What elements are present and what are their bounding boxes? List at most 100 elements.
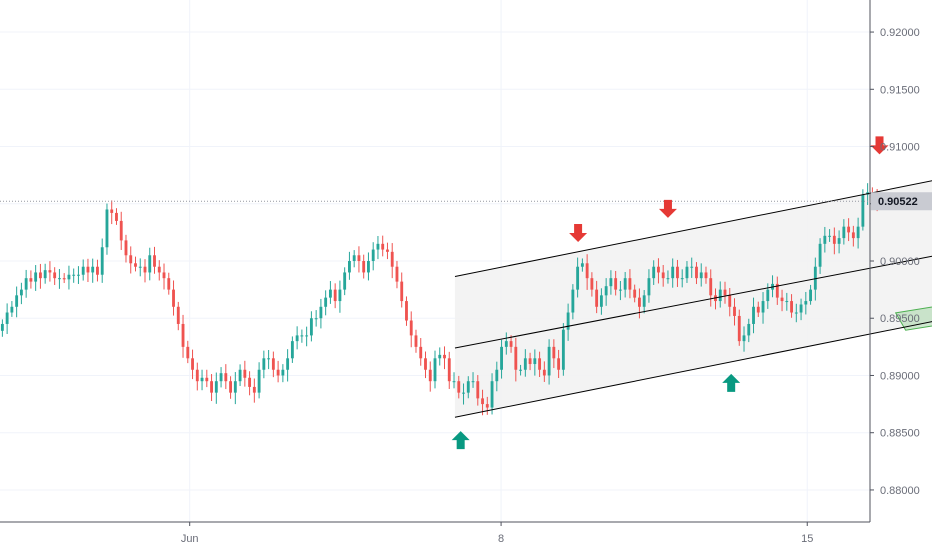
candle-body — [828, 235, 832, 237]
candle-body — [243, 369, 247, 378]
y-axis[interactable]: 0.88000 0.88500 0.89000 0.89500 0.90000 0.905… — [870, 27, 920, 497]
candle — [495, 361, 499, 392]
candle — [514, 337, 518, 382]
candle — [43, 263, 47, 284]
candle — [595, 280, 599, 314]
candle — [110, 200, 114, 225]
candle-body — [799, 304, 803, 313]
candle-body — [219, 373, 223, 382]
candle — [647, 269, 651, 303]
candle-body — [338, 289, 342, 302]
candle-body — [466, 381, 470, 393]
signal-arrows — [451, 136, 889, 450]
candle — [295, 326, 299, 350]
candle-body — [300, 335, 304, 337]
candle — [243, 360, 247, 387]
candle-body — [447, 358, 451, 382]
candle — [832, 227, 836, 255]
candle — [457, 375, 461, 399]
candle-body — [124, 240, 128, 256]
candle — [823, 226, 827, 253]
candle-body — [642, 295, 646, 307]
candle — [314, 310, 318, 327]
arrow-up-icon — [722, 373, 741, 392]
candle — [129, 246, 133, 274]
candle-body — [381, 243, 385, 250]
channel-shading — [454, 180, 932, 418]
candle — [695, 262, 698, 285]
x-axis[interactable]: Jun81514:002226Jul — [181, 522, 932, 545]
candle — [828, 229, 832, 242]
candle — [804, 291, 808, 315]
candle — [200, 369, 204, 391]
candle — [642, 290, 646, 314]
arrow-up-icon — [451, 431, 470, 450]
candle — [186, 340, 190, 364]
candle — [661, 264, 665, 287]
candle-body — [96, 266, 99, 275]
candle — [357, 246, 361, 273]
candle — [371, 242, 375, 271]
candle-body — [742, 335, 746, 342]
candle — [856, 217, 860, 249]
x-tick-label: 15 — [801, 533, 813, 545]
candle-body — [756, 306, 760, 313]
candle — [362, 254, 366, 279]
candle — [367, 252, 370, 281]
candle-body — [728, 295, 732, 307]
candle — [72, 268, 76, 283]
candle-body — [309, 318, 313, 336]
candle-body — [38, 272, 42, 279]
support-zone[interactable] — [894, 268, 932, 331]
candle — [77, 266, 80, 284]
price-tag-background — [871, 192, 932, 211]
candle — [676, 259, 679, 287]
candle — [438, 347, 442, 366]
candle-body — [143, 266, 147, 273]
candle-body — [671, 266, 675, 279]
candle — [29, 270, 33, 289]
candle-body — [195, 369, 199, 382]
candle-body — [737, 315, 741, 342]
candle-body — [229, 381, 232, 393]
candle — [271, 351, 275, 378]
candle-body — [386, 249, 389, 252]
candle — [309, 311, 313, 342]
candle — [252, 378, 256, 403]
regression-channel[interactable] — [454, 83, 932, 418]
candle-body — [614, 278, 618, 290]
candle — [395, 260, 399, 289]
candle-body — [395, 266, 399, 282]
candle — [799, 298, 803, 321]
candle-body — [595, 289, 599, 307]
candle — [861, 189, 865, 231]
channel-lines[interactable] — [454, 83, 932, 418]
candle — [115, 208, 118, 225]
candle — [452, 372, 456, 389]
candle-body — [205, 377, 209, 382]
candle — [319, 298, 323, 329]
candle-body — [804, 301, 808, 305]
candle-body — [623, 278, 627, 290]
candle — [148, 247, 152, 281]
candle-body — [314, 318, 318, 320]
candle — [737, 309, 741, 346]
candle-body — [390, 251, 394, 267]
candle — [48, 261, 52, 282]
candle-body — [224, 373, 228, 382]
candle-body — [405, 301, 408, 321]
candle — [10, 301, 14, 317]
candle — [571, 284, 575, 320]
candle-body — [15, 295, 19, 307]
candle — [842, 219, 846, 245]
candle-body — [523, 358, 527, 370]
candle — [19, 282, 23, 305]
candle — [386, 242, 389, 260]
candle-body — [856, 226, 860, 239]
candle-body — [48, 270, 52, 273]
candle — [742, 326, 746, 352]
support-zone-rect — [894, 306, 932, 331]
candle-body — [105, 209, 109, 248]
candle-body — [67, 274, 71, 280]
